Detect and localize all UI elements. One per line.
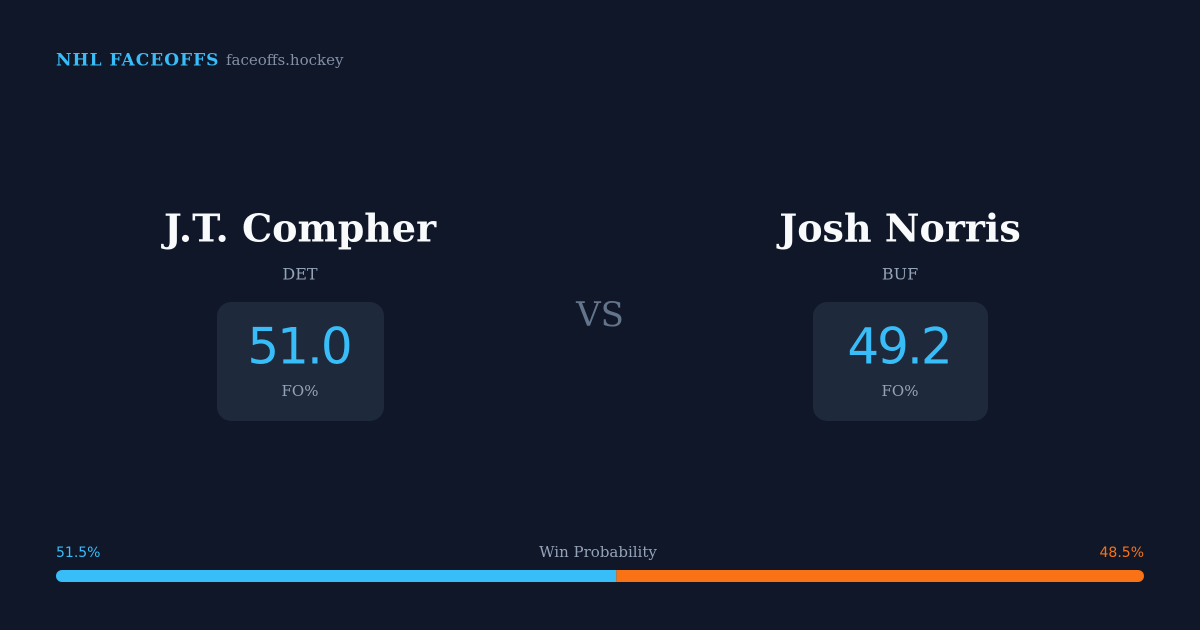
fo-label: FO% — [882, 382, 919, 400]
probability-segment — [616, 570, 1144, 582]
fo-label: FO% — [282, 382, 319, 400]
win-probability-label: Win Probability — [539, 543, 657, 561]
team: BUF — [882, 265, 918, 284]
probability-label: 48.5% — [1100, 545, 1144, 561]
site: faceoffs.hockey — [226, 51, 344, 69]
fo-value: 49.2 — [847, 318, 950, 376]
player-name: J.T. Compher — [161, 206, 437, 251]
team: DET — [282, 265, 318, 284]
fo-value: 51.0 — [247, 318, 350, 376]
stat-card — [217, 302, 384, 421]
player-name: Josh Norris — [776, 206, 1021, 251]
probability-segment — [56, 570, 617, 582]
probability-label: 51.5% — [56, 545, 100, 561]
probability-bar — [56, 570, 1144, 582]
stat-card — [813, 302, 988, 421]
brand: NHL FACEOFFS — [56, 51, 219, 71]
vs: VS — [575, 295, 624, 335]
